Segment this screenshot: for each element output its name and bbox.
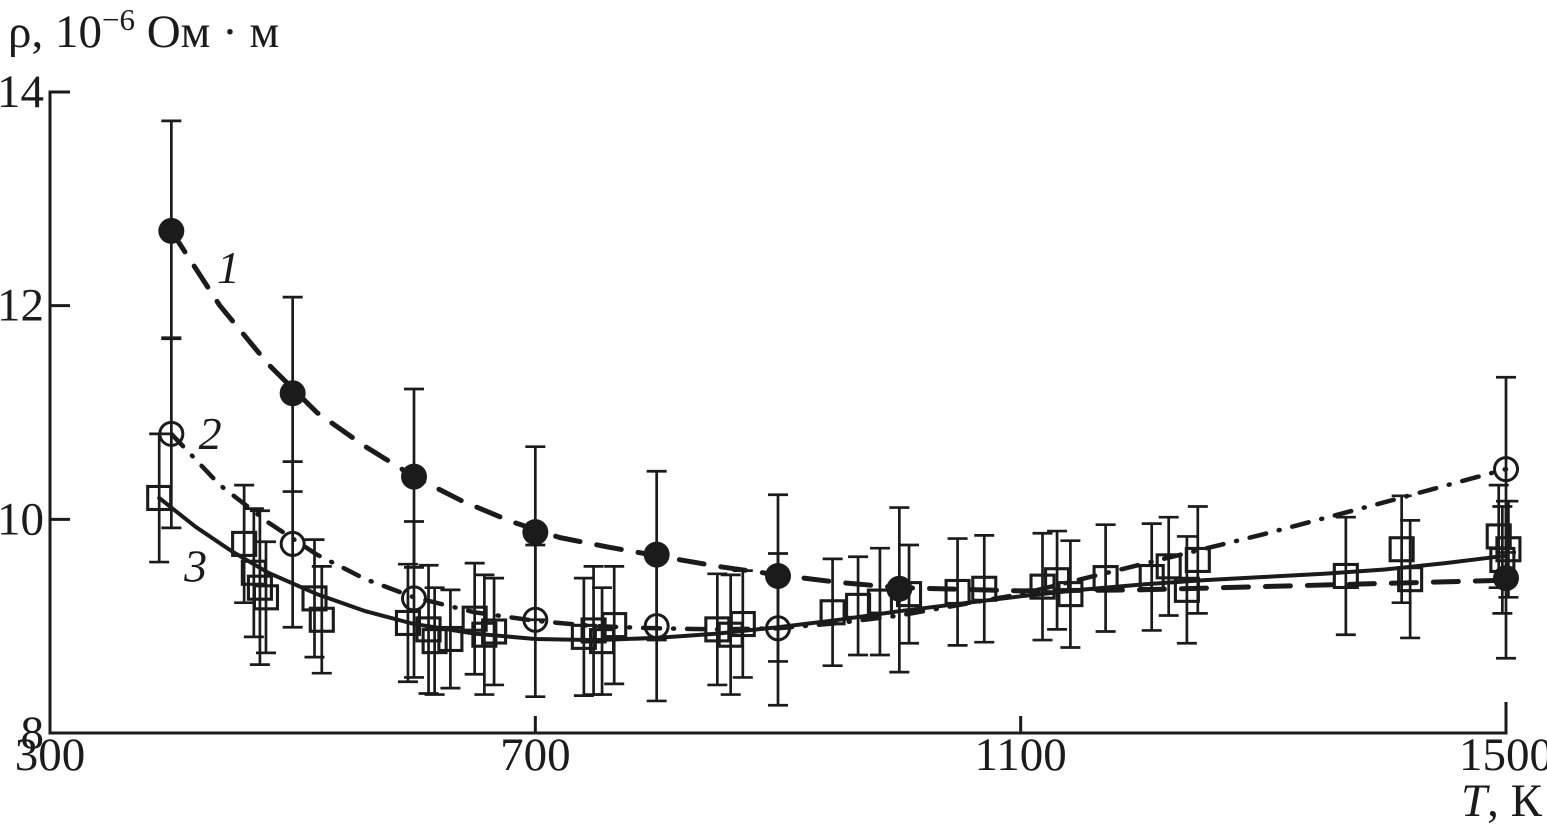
y-tick-label-12: 12	[0, 280, 44, 332]
x-tick-label-700: 700	[500, 729, 571, 781]
open-square-marker	[1155, 553, 1182, 580]
x-tick-label-1100: 1100	[975, 729, 1067, 781]
open-square-marker	[308, 606, 335, 633]
open-square-marker	[601, 612, 628, 639]
open-square-marker	[1044, 567, 1071, 594]
x-tick-label-1500: 1500	[1459, 729, 1547, 781]
open-square-marker	[146, 484, 173, 512]
open-square-marker	[1397, 566, 1424, 593]
open-square-marker	[301, 585, 328, 612]
open-square-marker	[1495, 536, 1522, 563]
curve-label-1: 1	[217, 242, 240, 293]
y-tick-label-8: 8	[21, 707, 45, 759]
open-square-marker	[231, 530, 258, 557]
open-square-marker	[866, 588, 893, 615]
open-square-marker	[1173, 576, 1200, 603]
open-circle-marker	[401, 585, 427, 612]
open-square-marker	[1332, 562, 1359, 590]
open-square-marker	[704, 616, 731, 643]
filled-circle-marker	[401, 463, 427, 490]
open-circle-marker	[158, 420, 185, 447]
open-square-marker	[1184, 546, 1211, 573]
open-circle-marker	[765, 615, 791, 642]
y-axis-title: ρ, 10−6 Ом · м	[8, 2, 279, 58]
open-square-marker	[819, 599, 846, 626]
series-2-error-bars	[161, 336, 1516, 707]
y-tick-label-14: 14	[0, 66, 44, 118]
series-2-curve	[169, 431, 1509, 632]
curve-label-3: 3	[183, 540, 207, 591]
open-circle-marker	[279, 530, 306, 557]
open-square-marker	[944, 578, 971, 606]
open-square-marker	[240, 559, 267, 586]
series-1-curve	[168, 228, 1509, 594]
y-tick-label-10: 10	[0, 493, 44, 545]
curve-label-2: 2	[199, 408, 222, 459]
open-square-marker	[729, 610, 756, 638]
open-square-marker	[570, 623, 597, 650]
open-square-marker	[1029, 573, 1056, 600]
filled-circle-marker	[522, 519, 549, 546]
open-square-marker	[1092, 565, 1119, 592]
open-square-marker	[437, 625, 464, 653]
open-circle-marker	[643, 613, 670, 640]
series-3-markers	[146, 484, 1522, 655]
open-square-marker	[895, 581, 923, 608]
series-1-error-bars	[161, 119, 1516, 674]
open-circle-marker	[1493, 456, 1519, 483]
open-square-marker	[1057, 581, 1084, 608]
series-3-curve	[157, 496, 1508, 643]
filled-circle-marker	[158, 217, 185, 244]
open-square-marker	[394, 609, 421, 637]
series-1-markers	[158, 217, 1519, 602]
open-circle-marker	[522, 606, 549, 633]
open-square-marker	[481, 618, 508, 645]
series-3-error-bars	[149, 432, 1519, 697]
open-square-marker	[471, 621, 498, 648]
axis-frame	[48, 90, 1508, 735]
x-axis-title: T, К	[1461, 775, 1543, 827]
open-square-marker	[971, 575, 998, 602]
open-square-marker	[1388, 536, 1415, 563]
open-square-marker	[252, 584, 280, 611]
series-2-markers	[158, 420, 1519, 642]
filled-circle-marker	[279, 380, 306, 407]
open-square-marker	[246, 574, 273, 601]
open-square-marker	[421, 628, 448, 655]
filled-circle-marker	[643, 541, 670, 568]
filled-circle-marker	[765, 562, 791, 589]
x-tick-label-300: 300	[15, 729, 86, 781]
